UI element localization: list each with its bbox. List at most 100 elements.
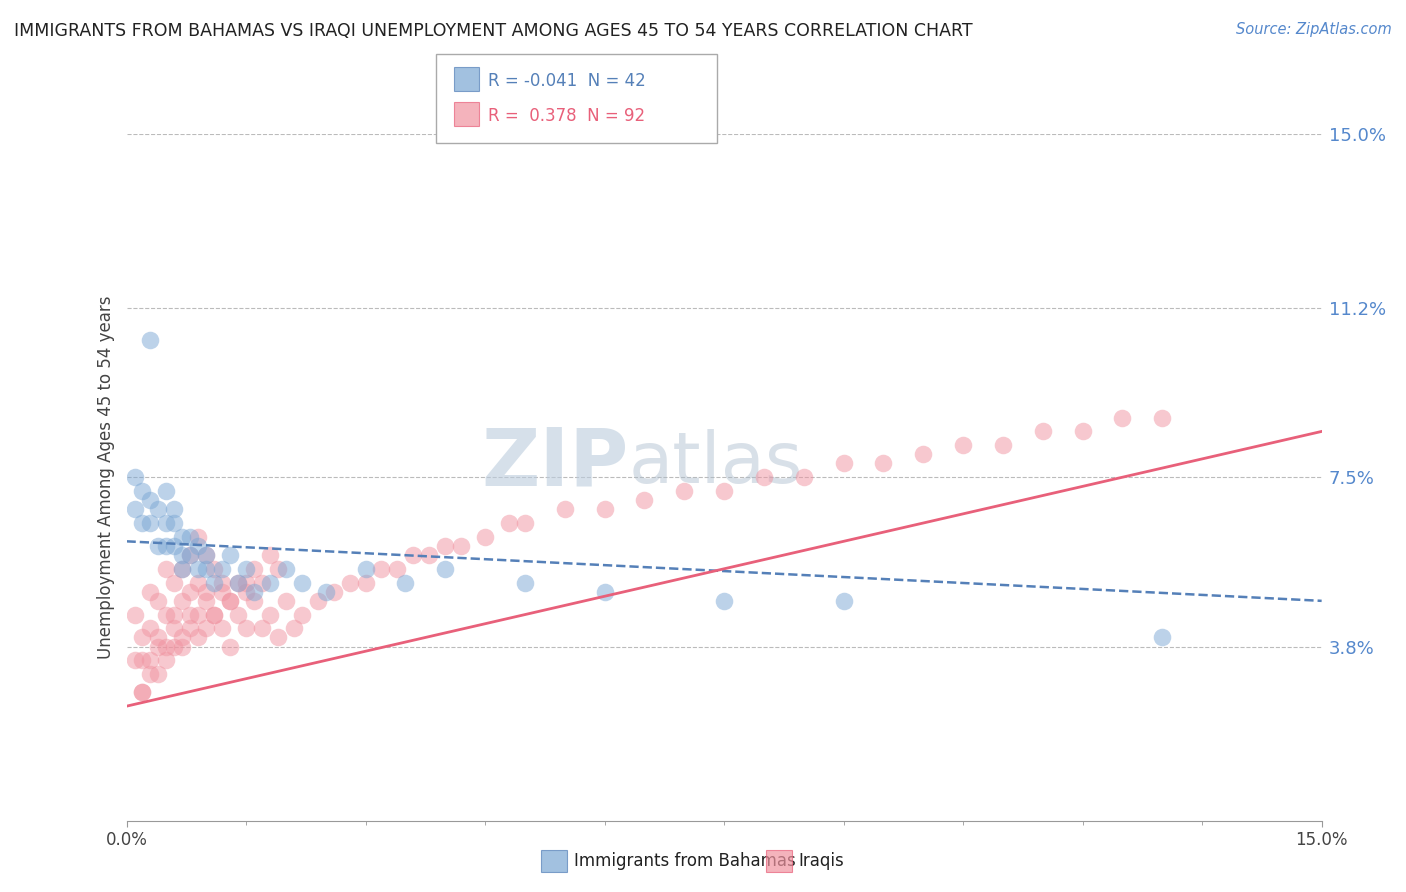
Point <box>195 548 218 562</box>
Point <box>235 562 257 576</box>
Point <box>172 562 194 576</box>
Point <box>139 493 162 508</box>
Point <box>124 502 146 516</box>
Point <box>274 594 297 608</box>
Point <box>179 607 201 622</box>
Point <box>354 575 377 590</box>
Text: IMMIGRANTS FROM BAHAMAS VS IRAQI UNEMPLOYMENT AMONG AGES 45 TO 54 YEARS CORRELAT: IMMIGRANTS FROM BAHAMAS VS IRAQI UNEMPLO… <box>14 22 973 40</box>
Point <box>952 438 974 452</box>
Point <box>1071 425 1094 439</box>
Point <box>124 653 146 667</box>
Point <box>593 502 616 516</box>
Point <box>283 621 305 635</box>
Point <box>673 483 696 498</box>
Point <box>195 594 218 608</box>
Text: Iraqis: Iraqis <box>799 852 845 870</box>
Point <box>713 483 735 498</box>
Point <box>450 539 472 553</box>
Point <box>1032 425 1054 439</box>
Point <box>1152 410 1174 425</box>
Point <box>148 594 170 608</box>
Point <box>172 640 194 654</box>
Point <box>202 562 225 576</box>
Point <box>211 575 233 590</box>
Point <box>793 470 815 484</box>
Point <box>163 502 186 516</box>
Point <box>243 594 266 608</box>
Point <box>752 470 775 484</box>
Point <box>633 493 655 508</box>
Point <box>139 653 162 667</box>
Point <box>354 562 377 576</box>
Point <box>139 667 162 681</box>
Point <box>713 594 735 608</box>
Point <box>163 539 186 553</box>
Point <box>219 594 242 608</box>
Point <box>131 631 153 645</box>
Point <box>394 575 416 590</box>
Point <box>307 594 329 608</box>
Point <box>211 562 233 576</box>
Point <box>202 607 225 622</box>
Point <box>155 483 177 498</box>
Point <box>259 548 281 562</box>
Point <box>554 502 576 516</box>
Point <box>226 607 249 622</box>
Point <box>163 621 186 635</box>
Point <box>243 584 266 599</box>
Point <box>155 562 177 576</box>
Point <box>195 562 218 576</box>
Point <box>155 653 177 667</box>
Point <box>291 575 314 590</box>
Point <box>148 539 170 553</box>
Point <box>172 594 194 608</box>
Point <box>139 584 162 599</box>
Point <box>498 516 520 530</box>
Point <box>155 539 177 553</box>
Point <box>832 594 855 608</box>
Y-axis label: Unemployment Among Ages 45 to 54 years: Unemployment Among Ages 45 to 54 years <box>97 295 115 659</box>
Point <box>163 575 186 590</box>
Point <box>434 562 457 576</box>
Point <box>259 575 281 590</box>
Point <box>179 584 201 599</box>
Point <box>172 548 194 562</box>
Point <box>163 516 186 530</box>
Point <box>387 562 409 576</box>
Point <box>235 575 257 590</box>
Point <box>131 685 153 699</box>
Point <box>124 607 146 622</box>
Point <box>291 607 314 622</box>
Point <box>148 667 170 681</box>
Point <box>211 621 233 635</box>
Point <box>163 640 186 654</box>
Point <box>219 548 242 562</box>
Point <box>179 530 201 544</box>
Point <box>187 575 209 590</box>
Point <box>1152 631 1174 645</box>
Point <box>139 516 162 530</box>
Point <box>131 685 153 699</box>
Point <box>195 621 218 635</box>
Point <box>250 575 273 590</box>
Point <box>434 539 457 553</box>
Point <box>872 457 894 471</box>
Point <box>235 584 257 599</box>
Point <box>155 640 177 654</box>
Point <box>172 631 194 645</box>
Point <box>202 607 225 622</box>
Point <box>187 607 209 622</box>
Point <box>155 516 177 530</box>
Point <box>219 640 242 654</box>
Point <box>179 621 201 635</box>
Point <box>131 653 153 667</box>
Point <box>832 457 855 471</box>
Point <box>139 333 162 347</box>
Point <box>226 575 249 590</box>
Point <box>593 584 616 599</box>
Point <box>148 502 170 516</box>
Point <box>991 438 1014 452</box>
Point <box>912 447 935 461</box>
Point <box>187 631 209 645</box>
Point <box>195 548 218 562</box>
